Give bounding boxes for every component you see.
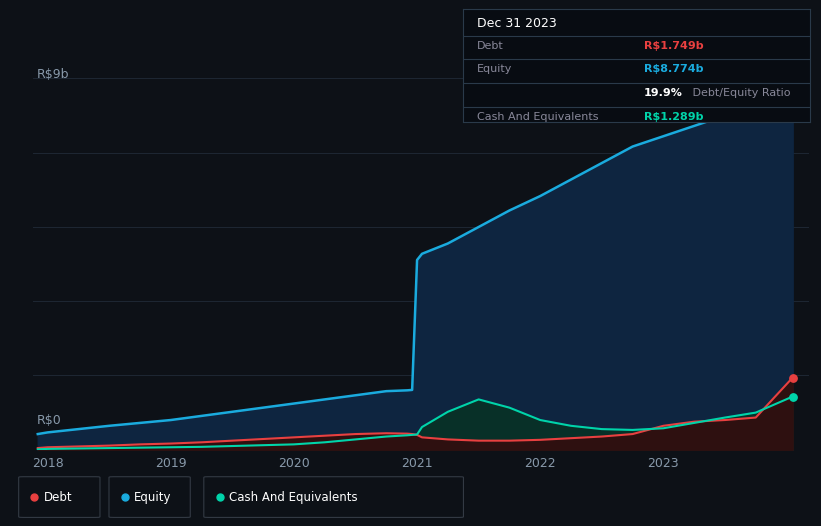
Text: R$1.289b: R$1.289b: [644, 112, 703, 122]
Text: R$9b: R$9b: [37, 68, 69, 80]
Text: Equity: Equity: [477, 64, 512, 74]
Text: Cash And Equivalents: Cash And Equivalents: [229, 491, 357, 503]
Text: 19.9%: 19.9%: [644, 87, 682, 97]
Text: Dec 31 2023: Dec 31 2023: [477, 17, 557, 30]
Text: R$1.749b: R$1.749b: [644, 41, 704, 50]
Point: [786, 392, 799, 401]
Text: Debt: Debt: [44, 491, 72, 503]
Text: Debt/Equity Ratio: Debt/Equity Ratio: [689, 87, 791, 97]
Text: R$8.774b: R$8.774b: [644, 64, 703, 74]
Text: Debt: Debt: [477, 41, 504, 50]
Text: Cash And Equivalents: Cash And Equivalents: [477, 112, 599, 122]
Text: R$0: R$0: [37, 414, 62, 427]
Text: Equity: Equity: [134, 491, 172, 503]
Point: [786, 84, 799, 92]
Point: [786, 373, 799, 382]
